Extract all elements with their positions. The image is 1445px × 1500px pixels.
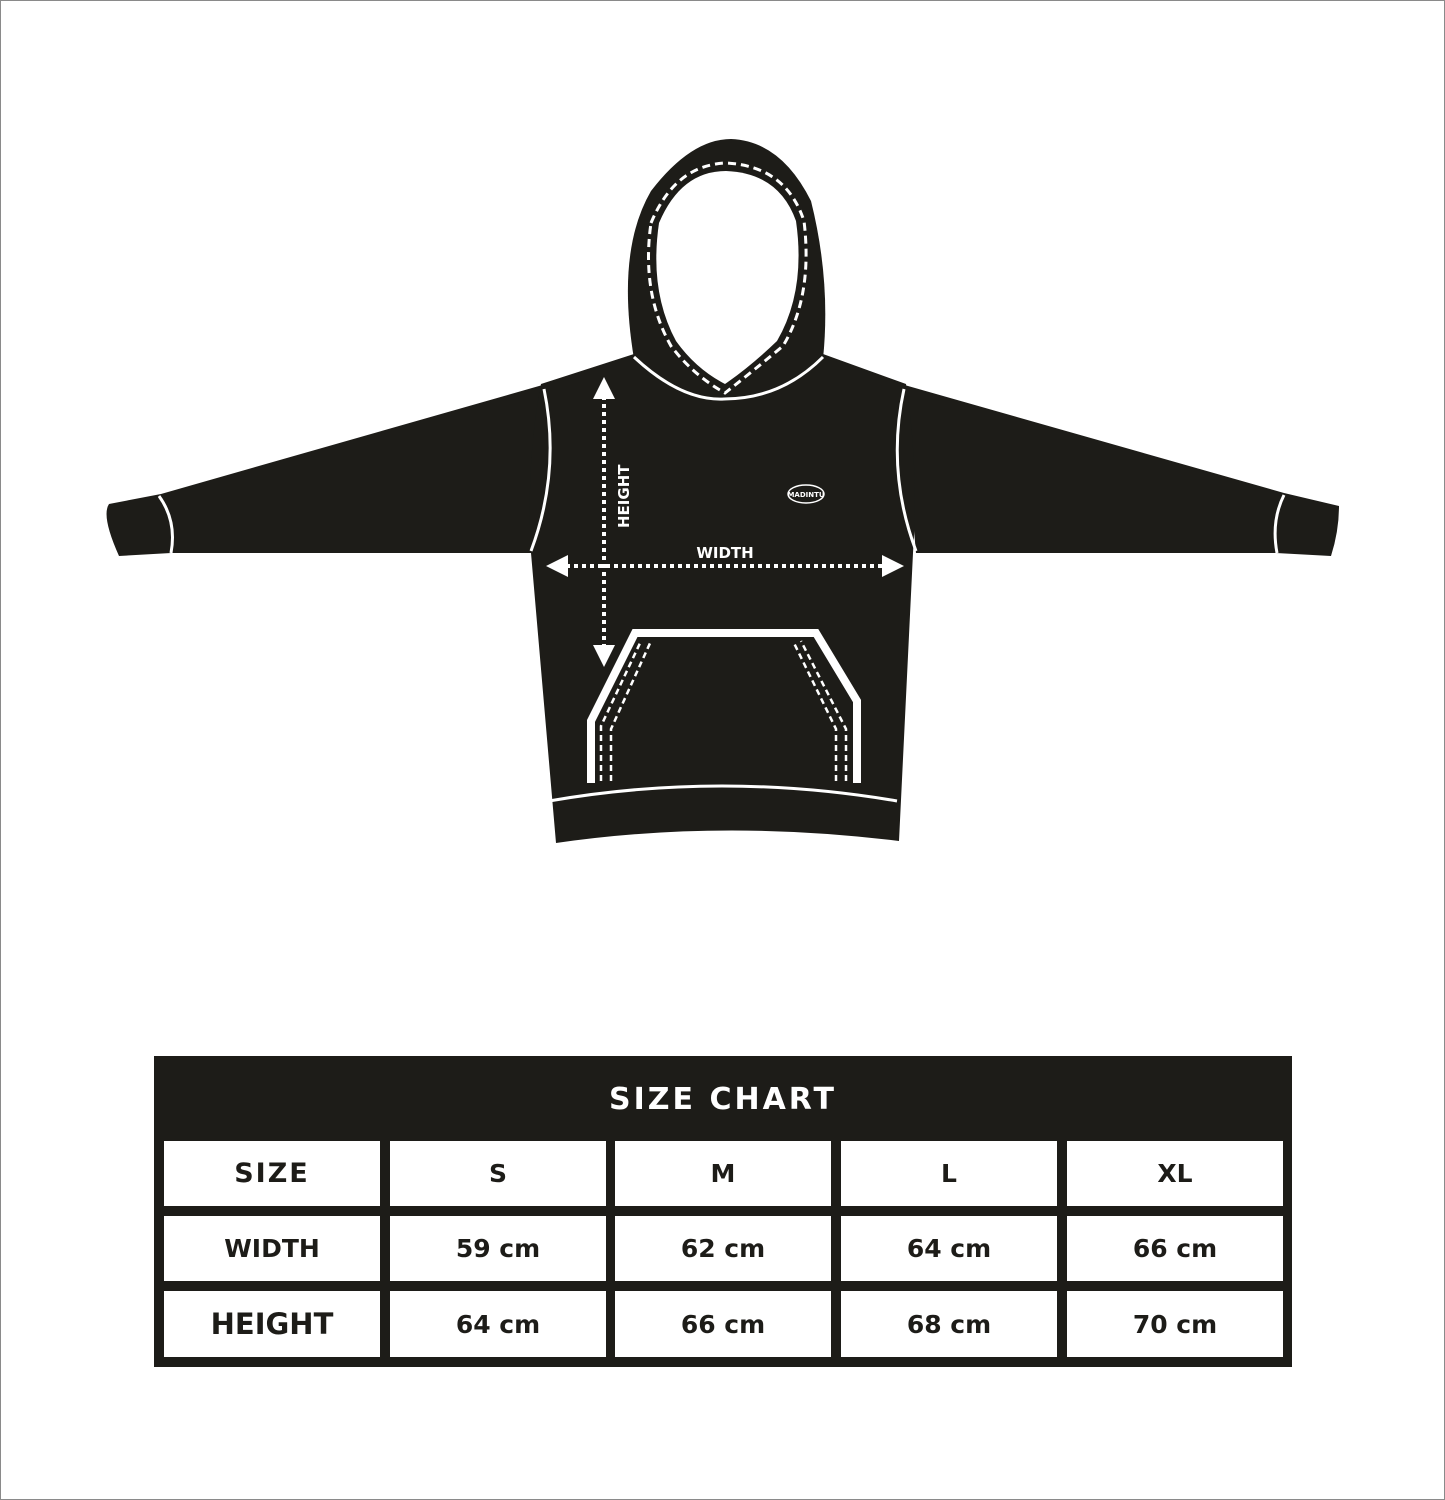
brand-logo: MADINTU — [787, 484, 825, 504]
right-sleeve — [901, 384, 1339, 556]
height-xl: 70 cm — [1067, 1291, 1283, 1357]
size-chart-table: SIZE CHART SIZE S M L XL WIDTH 59 cm 62 … — [154, 1056, 1292, 1367]
row-header-size: SIZE — [164, 1141, 380, 1206]
svg-text:MADINTU: MADINTU — [787, 491, 824, 499]
kangaroo-pocket — [587, 629, 861, 783]
row-header-height: HEIGHT — [164, 1291, 380, 1357]
size-chart-title: SIZE CHART — [608, 1082, 838, 1117]
hood-stitching — [647, 161, 808, 395]
width-xl: 66 cm — [1067, 1216, 1283, 1281]
width-m: 62 cm — [615, 1216, 831, 1281]
size-xl: XL — [1067, 1141, 1283, 1206]
height-arrow — [593, 377, 615, 667]
size-m: M — [615, 1141, 831, 1206]
body — [529, 354, 915, 843]
height-l: 68 cm — [841, 1291, 1057, 1357]
width-arrow — [546, 555, 904, 577]
height-m: 66 cm — [615, 1291, 831, 1357]
seams — [157, 388, 1286, 803]
hood-opening — [656, 171, 799, 384]
size-l: L — [841, 1141, 1057, 1206]
width-s: 59 cm — [390, 1216, 606, 1281]
height-s: 64 cm — [390, 1291, 606, 1357]
width-label: WIDTH — [696, 544, 753, 562]
width-l: 64 cm — [841, 1216, 1057, 1281]
height-label: HEIGHT — [615, 464, 633, 528]
row-header-width: WIDTH — [164, 1216, 380, 1281]
hoodie-diagram: HEIGHT WIDTH MADINTU — [106, 139, 1339, 843]
size-s: S — [390, 1141, 606, 1206]
left-sleeve — [106, 384, 547, 556]
